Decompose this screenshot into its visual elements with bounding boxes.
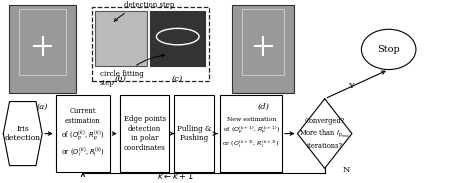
Text: Converged?
More than $I_{p_{\mathrm{max}}}$
iterations?: Converged? More than $I_{p_{\mathrm{max}… xyxy=(299,117,350,150)
Text: circle fitting
step: circle fitting step xyxy=(100,54,164,87)
FancyBboxPatch shape xyxy=(95,11,147,66)
Text: (c): (c) xyxy=(172,75,183,83)
Text: edge
detection step: edge detection step xyxy=(114,0,174,21)
Text: (b): (b) xyxy=(115,75,127,83)
Text: $k \leftarrow k + 1$: $k \leftarrow k + 1$ xyxy=(157,170,194,181)
Ellipse shape xyxy=(361,29,416,70)
Text: Stop: Stop xyxy=(377,45,400,54)
Text: Iris
detection: Iris detection xyxy=(5,125,41,143)
FancyBboxPatch shape xyxy=(232,5,294,93)
Text: Edge points
detection
in polar
coordinates: Edge points detection in polar coordinat… xyxy=(124,115,165,152)
Text: New estimation
of ($O^{(k+1)}_p$, $R^{(k+1)}_p$)
or ($O^{(k+1)}_l$, $R^{(k+1)}_l: New estimation of ($O^{(k+1)}_p$, $R^{(k… xyxy=(222,117,280,150)
FancyBboxPatch shape xyxy=(56,95,110,172)
Text: Y: Y xyxy=(348,82,354,90)
Text: Current
estimation
of ($O^{(k)}_p$, $R^{(k)}_p$)
or ($O^{(k)}_l$, $R^{(k)}_l$): Current estimation of ($O^{(k)}_p$, $R^{… xyxy=(61,107,105,160)
Text: (d): (d) xyxy=(257,102,269,111)
Polygon shape xyxy=(298,99,352,168)
FancyBboxPatch shape xyxy=(9,5,76,93)
FancyBboxPatch shape xyxy=(119,95,169,172)
Text: (a): (a) xyxy=(37,102,48,111)
Polygon shape xyxy=(3,102,42,166)
FancyBboxPatch shape xyxy=(174,95,214,172)
Text: Pulling &
Pushing: Pulling & Pushing xyxy=(177,125,211,143)
FancyBboxPatch shape xyxy=(220,95,282,172)
Text: N: N xyxy=(342,166,350,174)
FancyBboxPatch shape xyxy=(151,11,205,66)
